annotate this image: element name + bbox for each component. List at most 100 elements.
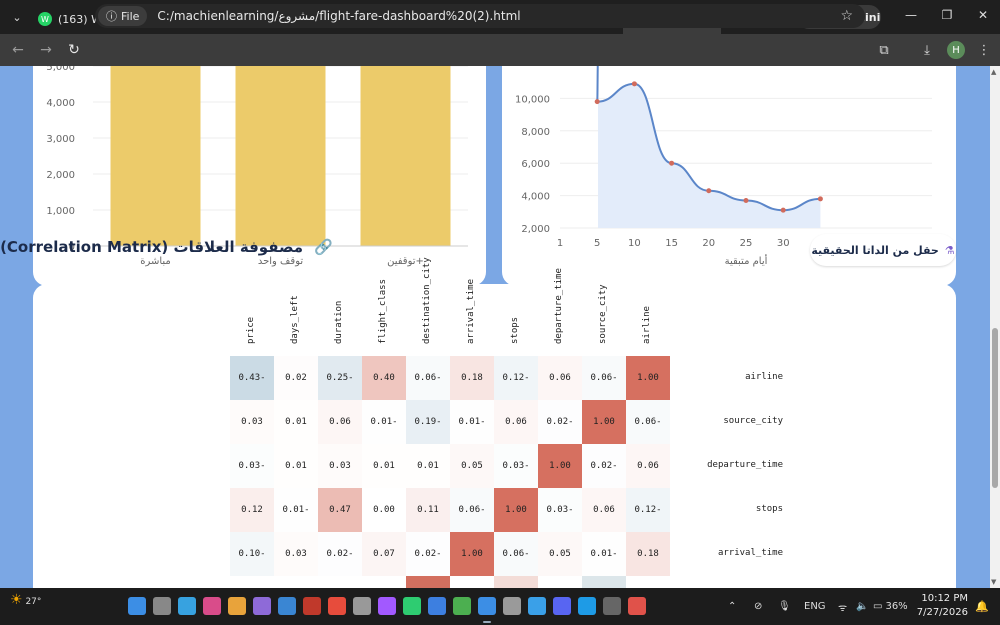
edge-icon[interactable] [578, 597, 596, 615]
bookmark-star-icon[interactable]: ☆ [840, 8, 853, 24]
app-icon[interactable] [453, 597, 471, 615]
scroll-up-icon[interactable]: ▲ [991, 68, 997, 76]
bar-mark [110, 66, 201, 246]
system-clock[interactable]: 10:12 PM 7/27/2026 [910, 592, 968, 620]
bar-mark [360, 66, 451, 246]
line-point [594, 99, 600, 105]
active-app-indicator [483, 621, 491, 623]
stops-bar-chart: 0 1,000 2,000 3,000 4,000 5,000 مباشرة توقف واح… [46, 66, 468, 267]
line-point [631, 81, 637, 87]
matrix-cell: 0.01- [274, 488, 318, 532]
store-icon[interactable] [253, 597, 271, 615]
matrix-cell: 0.11 [406, 488, 450, 532]
matrix-cell: 0.06 [494, 400, 538, 444]
matrix-cell: 0.02- [538, 400, 582, 444]
volume-icon[interactable]: 🔈 [856, 601, 869, 612]
matrix-cell: 0.06- [406, 356, 450, 400]
word-icon[interactable] [428, 597, 446, 615]
search-icon[interactable] [153, 597, 171, 615]
clock-time: 10:12 PM [921, 593, 968, 604]
minimize-icon[interactable]: — [905, 8, 917, 22]
excel-icon[interactable] [403, 597, 421, 615]
bar-y-tick-label: 5,000 [46, 66, 75, 73]
microphone-icon[interactable]: 🎙 [778, 601, 791, 612]
bar-y-tick-label: 3,000 [46, 134, 75, 145]
tray-chevron-icon[interactable]: ⌃ [728, 601, 737, 612]
line-point [743, 197, 749, 203]
matrix-cell: 0.18 [450, 356, 494, 400]
tab-search-chevron-icon[interactable]: ⌄ [12, 10, 22, 24]
matrix-cell: 0.47 [318, 488, 362, 532]
bar-y-tick-label: 1,000 [46, 206, 75, 217]
language-indicator[interactable]: ENG [804, 601, 826, 612]
matrix-cell: 0.01- [362, 400, 406, 444]
matrix-cell: 0.05 [538, 532, 582, 576]
matrix-cell: 0.06 [318, 400, 362, 444]
matrix-row-label: arrival_time [717, 548, 783, 558]
real-data-button[interactable]: ⚗ حقل من الداتا الحقيقية [810, 234, 956, 266]
matrix-cell: 1.00 [450, 532, 494, 576]
vscode-icon[interactable] [528, 597, 546, 615]
address-bar[interactable]: ⓘ File C:/machienlearning/مشروع/flight-f… [95, 4, 865, 28]
figma-icon[interactable] [378, 597, 396, 615]
line-x-tick-label: 30 [777, 238, 790, 249]
scrollbar-thumb[interactable] [992, 328, 998, 488]
line-point [780, 207, 786, 213]
extensions-icon[interactable]: ⧉ [879, 42, 889, 58]
matrix-cell: 0.06 [582, 488, 626, 532]
tab-favicon-icon: W [38, 12, 52, 26]
windows-taskbar: ☀ 27° ⌃ ⊘ 🎙 ENG ᯤ 🔈 ▭ 36% 10:12 PM 7/27/… [0, 588, 1000, 625]
matrix-cell: 0.07 [362, 532, 406, 576]
task-view-icon[interactable] [178, 597, 196, 615]
profile-avatar[interactable]: H [947, 41, 965, 59]
matrix-cell: 0.12 [230, 488, 274, 532]
file-explorer-icon[interactable] [228, 597, 246, 615]
matrix-column-header: stops [510, 316, 520, 344]
restore-icon[interactable]: ❐ [941, 8, 953, 22]
line-point [706, 188, 712, 194]
recorder-icon[interactable] [628, 597, 646, 615]
matrix-cell: 0.06- [582, 356, 626, 400]
line-x-tick-label: 5 [594, 238, 600, 249]
notepad-icon[interactable] [503, 597, 521, 615]
terminal-icon[interactable] [603, 597, 621, 615]
link-icon: 🔗 [314, 238, 333, 256]
matrix-cell: 0.03 [274, 532, 318, 576]
matrix-column-header: flight_class [378, 278, 388, 344]
location-icon[interactable]: ⊘ [754, 601, 763, 612]
url-text: C:/machienlearning/مشروع/flight-fare-das… [157, 9, 521, 23]
page-scrollbar[interactable]: ▲ ▼ [990, 66, 1000, 588]
matrix-column-header: arrival_time [466, 278, 476, 344]
windows-start-icon[interactable] [128, 597, 146, 615]
forward-arrow-icon[interactable]: → [40, 42, 52, 58]
wifi-icon[interactable]: ᯤ [838, 602, 848, 614]
notification-bell-icon[interactable]: 🔔 [975, 600, 989, 613]
chrome-icon[interactable] [478, 597, 496, 615]
matrix-cell: 0.03- [494, 444, 538, 488]
office-icon[interactable] [328, 597, 346, 615]
matrix-cell-partial [582, 576, 626, 588]
copilot-icon[interactable] [203, 597, 221, 615]
discord-icon[interactable] [553, 597, 571, 615]
battery-indicator[interactable]: ▭ 36% [873, 588, 908, 625]
photos-icon[interactable] [303, 597, 321, 615]
close-window-icon[interactable]: ✕ [977, 8, 989, 22]
site-info-chip[interactable]: ⓘ File [98, 6, 148, 26]
menu-kebab-icon[interactable]: ⋮ [977, 42, 991, 58]
download-icon[interactable]: ⤓ [924, 42, 930, 58]
matrix-cell: 0.01- [582, 532, 626, 576]
matrix-column-header: price [246, 316, 256, 344]
bar-y-tick-label: 4,000 [46, 98, 75, 109]
matrix-row-label: stops [755, 504, 783, 514]
scroll-down-icon[interactable]: ▼ [991, 578, 997, 586]
back-arrow-icon[interactable]: ← [12, 42, 24, 58]
weather-widget[interactable]: ☀ 27° [10, 592, 41, 608]
browser-toolbar: ← → ↻ [0, 34, 1000, 66]
reload-icon[interactable]: ↻ [68, 42, 80, 58]
matrix-cell: 0.06 [538, 356, 582, 400]
settings-icon[interactable] [353, 597, 371, 615]
matrix-cell: 0.06- [450, 488, 494, 532]
line-y-tick-label: 6,000 [521, 159, 550, 170]
matrix-cell: 0.18 [626, 532, 670, 576]
mail-icon[interactable] [278, 597, 296, 615]
